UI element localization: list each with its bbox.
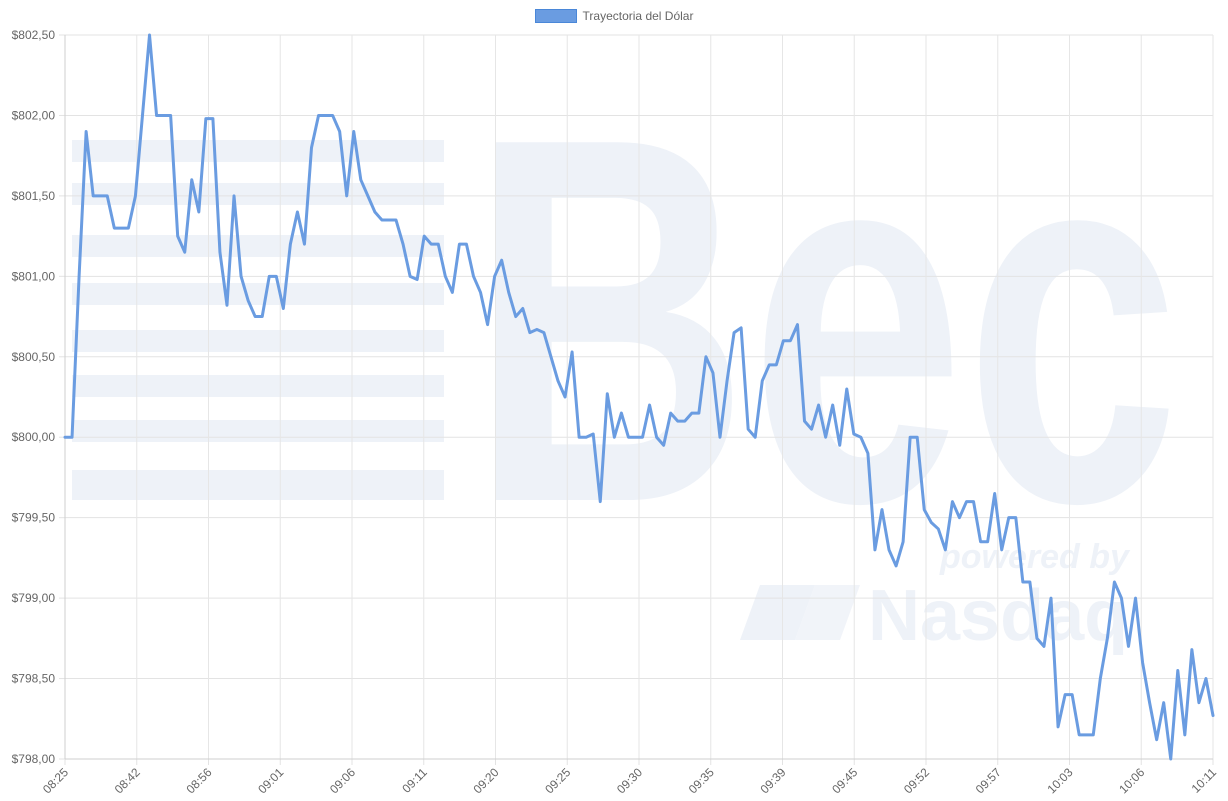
y-tick-label: $799,00 bbox=[12, 591, 56, 605]
y-tick-label: $798,00 bbox=[12, 752, 56, 766]
watermark-partner-mark bbox=[740, 585, 815, 640]
y-tick-label: $800,50 bbox=[12, 350, 56, 364]
series-line bbox=[63, 33, 1215, 761]
y-axis-tick-labels: $798,00 $798,50 $799,00 $799,50 $800,00 $800,… bbox=[12, 28, 56, 766]
legend-swatch[interactable] bbox=[534, 9, 577, 23]
watermark-brand: Bec bbox=[470, 30, 1180, 611]
x-tick-label: 10:06 bbox=[1116, 765, 1147, 796]
legend-label[interactable]: Trayectoria del Dólar bbox=[582, 9, 694, 23]
x-tick-label: 10:03 bbox=[1044, 765, 1075, 796]
x-tick-label: 09:57 bbox=[973, 765, 1004, 796]
y-tick-label: $801,00 bbox=[12, 269, 56, 283]
watermark-partner-mark bbox=[795, 585, 860, 640]
watermark-stripe bbox=[72, 330, 444, 352]
x-tick-label: 09:06 bbox=[327, 765, 358, 796]
x-tick-label: 09:20 bbox=[470, 765, 501, 796]
watermark-stripe bbox=[72, 283, 444, 305]
watermark-stripe bbox=[72, 420, 444, 442]
legend[interactable]: Trayectoria del Dólar bbox=[0, 9, 1228, 23]
x-tick-label: 08:56 bbox=[183, 765, 214, 796]
x-tick-label: 09:30 bbox=[614, 765, 645, 796]
x-tick-label: 09:52 bbox=[901, 765, 932, 796]
watermark-stripe bbox=[72, 235, 444, 257]
x-tick-label: 10:11 bbox=[1189, 765, 1220, 796]
x-tick-label: 09:01 bbox=[255, 765, 286, 796]
watermark-subtext: powered by bbox=[939, 538, 1131, 576]
watermark-stripe bbox=[72, 140, 444, 162]
x-tick-label: 09:45 bbox=[829, 765, 860, 796]
series-line-path[interactable] bbox=[63, 33, 1215, 761]
x-tick-label: 09:35 bbox=[686, 765, 717, 796]
x-axis-tick-labels: 08:25 08:42 08:56 09:01 09:06 09:11 09:20 09:25… bbox=[40, 765, 1219, 796]
x-tick-label: 08:25 bbox=[40, 765, 71, 796]
y-tick-label: $802,00 bbox=[12, 108, 56, 122]
axes bbox=[64, 35, 1213, 760]
x-tick-label: 09:11 bbox=[399, 765, 430, 796]
y-tick-label: $802,50 bbox=[12, 28, 56, 42]
x-tick-label: 08:42 bbox=[112, 765, 143, 796]
y-tick-label: $799,50 bbox=[12, 511, 56, 525]
watermark-stripe bbox=[72, 183, 444, 205]
x-tick-label: 09:39 bbox=[757, 765, 788, 796]
watermark-stripe bbox=[72, 470, 444, 500]
watermark-stripe bbox=[72, 375, 444, 397]
y-tick-label: $798,50 bbox=[12, 672, 56, 686]
y-tick-label: $800,00 bbox=[12, 430, 56, 444]
y-tick-label: $801,50 bbox=[12, 189, 56, 203]
x-tick-label: 09:25 bbox=[542, 765, 573, 796]
